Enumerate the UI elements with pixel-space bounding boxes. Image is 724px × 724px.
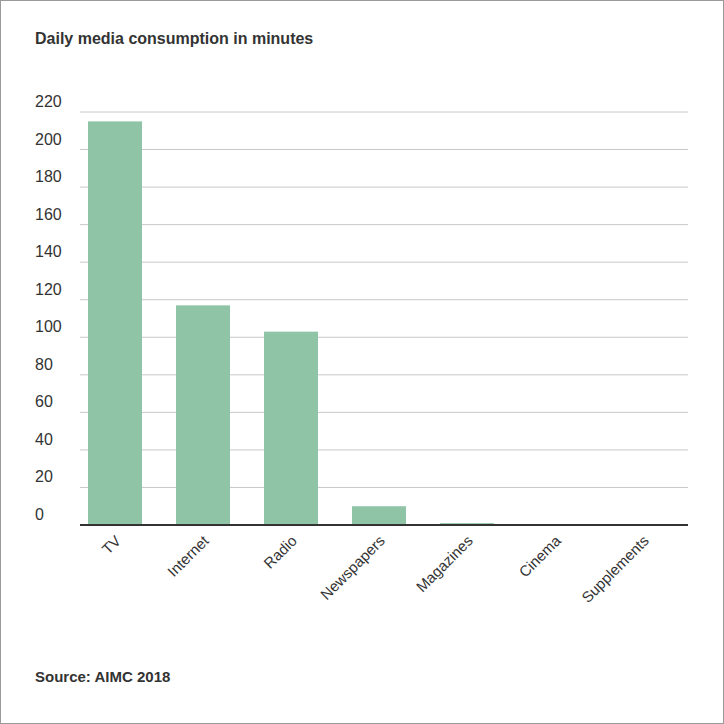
grid-line: [80, 262, 688, 263]
grid-line: [80, 299, 688, 300]
y-tick-label: 40: [35, 431, 53, 448]
y-tick-label: 140: [35, 243, 62, 260]
y-tick-label: 160: [35, 206, 62, 223]
x-tick-label: Radio: [260, 532, 300, 572]
x-tick-label: Supplements: [578, 532, 652, 606]
y-tick-label: 20: [35, 468, 53, 485]
y-tick-label: 180: [35, 168, 62, 185]
grid-line: [80, 487, 688, 488]
y-tick-label: 120: [35, 281, 62, 298]
grid-line: [80, 112, 688, 113]
y-tick-label: 220: [35, 93, 62, 110]
grid-line: [80, 449, 688, 450]
x-tick-label: Internet: [164, 531, 213, 580]
title: Daily media consumption in minutes: [35, 30, 313, 47]
y-tick-label: 60: [35, 393, 53, 410]
grid-line: [80, 149, 688, 150]
grid-line: [80, 374, 688, 375]
source: Source: AIMC 2018: [35, 668, 170, 685]
y-tick-label: 0: [35, 506, 44, 523]
bar: [88, 121, 142, 525]
x-axis: [80, 524, 688, 526]
bar: [176, 305, 230, 525]
x-tick-label: Newspapers: [317, 532, 388, 603]
bar: [352, 506, 406, 525]
x-tick-label: Cinema: [515, 531, 564, 580]
chart: Daily media consumption in minutes 0 20 40 6…: [0, 0, 724, 724]
bar: [264, 332, 318, 525]
frame: [1, 1, 724, 724]
grid-line: [80, 525, 688, 526]
bars: [88, 121, 494, 525]
x-tick-label: Magazines: [413, 532, 476, 595]
y-tick-label: 80: [35, 356, 53, 373]
grid-line: [80, 224, 688, 225]
grid-line: [80, 412, 688, 413]
grid-line: [80, 337, 688, 338]
y-tick-label: 200: [35, 131, 62, 148]
x-tick-label: TV: [98, 532, 124, 558]
grid-line: [80, 187, 688, 188]
y-tick-label: 100: [35, 318, 62, 335]
